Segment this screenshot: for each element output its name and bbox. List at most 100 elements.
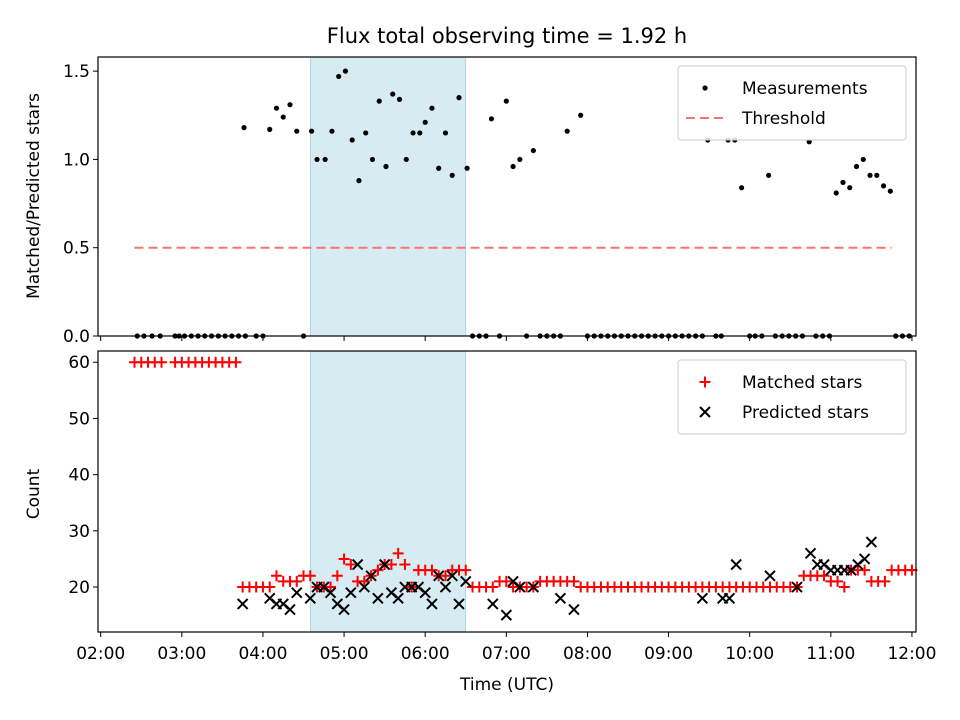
matched-star-point [859, 564, 871, 576]
measurement-point [363, 130, 369, 136]
predicted-star-point [554, 592, 567, 604]
matched-star-point [832, 575, 844, 587]
predicted-star-point [372, 592, 384, 604]
measurement-point [517, 156, 523, 163]
matched-star-point [345, 559, 357, 571]
measurement-point [766, 172, 772, 178]
measurement-point [422, 119, 428, 125]
measurement-point [442, 130, 449, 136]
legend-box [677, 65, 907, 141]
predicted-star-point [304, 592, 316, 604]
measurement-point [488, 116, 495, 122]
measurement-point [280, 114, 286, 120]
top-chart-title: Flux total observing time = 1.92 h [327, 24, 687, 48]
matched-star-point [460, 564, 472, 576]
measurement-point [241, 125, 247, 131]
measurement-point [887, 188, 893, 194]
y-tick-label: 40 [68, 466, 90, 486]
predicted-star-point [527, 581, 540, 593]
measurement-point [456, 95, 462, 101]
measurement-point [449, 172, 455, 178]
x-tick-label: 08:00 [563, 644, 612, 664]
predicted-star-point [858, 553, 871, 565]
legend-label: Predicted stars [742, 403, 869, 423]
measurement-point [383, 163, 389, 170]
x-tick-label: 12:00 [887, 644, 936, 664]
predicted-star-point [439, 581, 452, 593]
predicted-star-point [865, 536, 878, 548]
measurement-point [287, 102, 293, 108]
predicted-star-point [392, 592, 404, 604]
predicted-star-point [236, 598, 249, 610]
predicted-star-point [804, 547, 817, 560]
legend-label: Matched stars [742, 373, 862, 393]
measurement-point [880, 183, 887, 189]
predicted-star-point [365, 570, 377, 582]
y-tick-label: 50 [68, 409, 90, 429]
x-tick-label: 02:00 [76, 644, 125, 664]
matched-star-point [385, 559, 397, 571]
measurement-point [349, 137, 355, 143]
measurement-point [564, 128, 570, 134]
matched-star-point [487, 581, 499, 593]
predicted-star-point [284, 603, 296, 616]
measurement-point [329, 128, 335, 134]
measurement-point [356, 178, 362, 184]
measurement-point [390, 91, 396, 97]
matched-star-point [426, 564, 438, 576]
predicted-star-point [419, 586, 431, 599]
measurement-point [396, 96, 403, 102]
predicted-star-point [730, 558, 742, 571]
matched-star-point [372, 564, 384, 576]
matched-star-point [270, 570, 282, 582]
measurement-point [853, 163, 860, 170]
measurement-point [267, 126, 273, 132]
matched-star-point [338, 553, 350, 565]
measurement-point [294, 128, 300, 134]
measurement-point [336, 73, 342, 80]
predicted-star-point [378, 558, 391, 571]
legend: Measurements Threshold [677, 65, 907, 141]
legend-matched-swatch [699, 376, 711, 388]
measurement-point [369, 156, 376, 163]
matched-star-point [392, 547, 404, 559]
predicted-star-point [345, 586, 357, 599]
matched-star-point [291, 575, 303, 587]
predicted-star-point [433, 570, 445, 582]
bottom-chart-xlabel: Time (UTC) [459, 675, 554, 695]
bottom-chart-ylabel: Count [24, 468, 44, 519]
measurement-point [410, 130, 416, 136]
matched-star-point [230, 356, 242, 368]
x-tick-label: 10:00 [725, 644, 774, 664]
axes-frame [97, 350, 917, 633]
observing-window-span [309, 56, 467, 337]
measurement-point [530, 147, 536, 154]
measurement-point [874, 172, 880, 178]
observing-window-span [309, 350, 467, 633]
measurement-point [578, 112, 584, 118]
measurement-point [376, 98, 382, 104]
legend-predicted-swatch [699, 406, 711, 418]
y-tick-label: 1.5 [63, 62, 90, 82]
matched-star-point [838, 581, 850, 593]
measurement-point [403, 156, 409, 163]
legend-label: Measurements [742, 79, 868, 99]
measurement-point [860, 156, 866, 163]
measurement-point [833, 190, 839, 196]
predicted-star-point [446, 570, 458, 582]
matched-star-point [331, 570, 343, 582]
x-tick-label: 09:00 [644, 644, 693, 664]
x-tick-label: 06:00 [401, 644, 450, 664]
predicted-star-point [764, 570, 776, 582]
measurement-point [309, 128, 315, 134]
matched-star-point [818, 570, 830, 582]
bottom-axes: 20 30 40 50 60 02:00 03:00 04:00 05:00 06:00 07:00… [68, 350, 936, 664]
y-tick-label: 20 [68, 578, 90, 598]
predicted-star-point [358, 581, 371, 593]
y-tick-label: 1.0 [63, 150, 90, 170]
predicted-star-point [487, 598, 499, 610]
matched-star-point [325, 581, 337, 593]
measurement-point [503, 98, 509, 104]
matched-star-point [304, 570, 316, 582]
